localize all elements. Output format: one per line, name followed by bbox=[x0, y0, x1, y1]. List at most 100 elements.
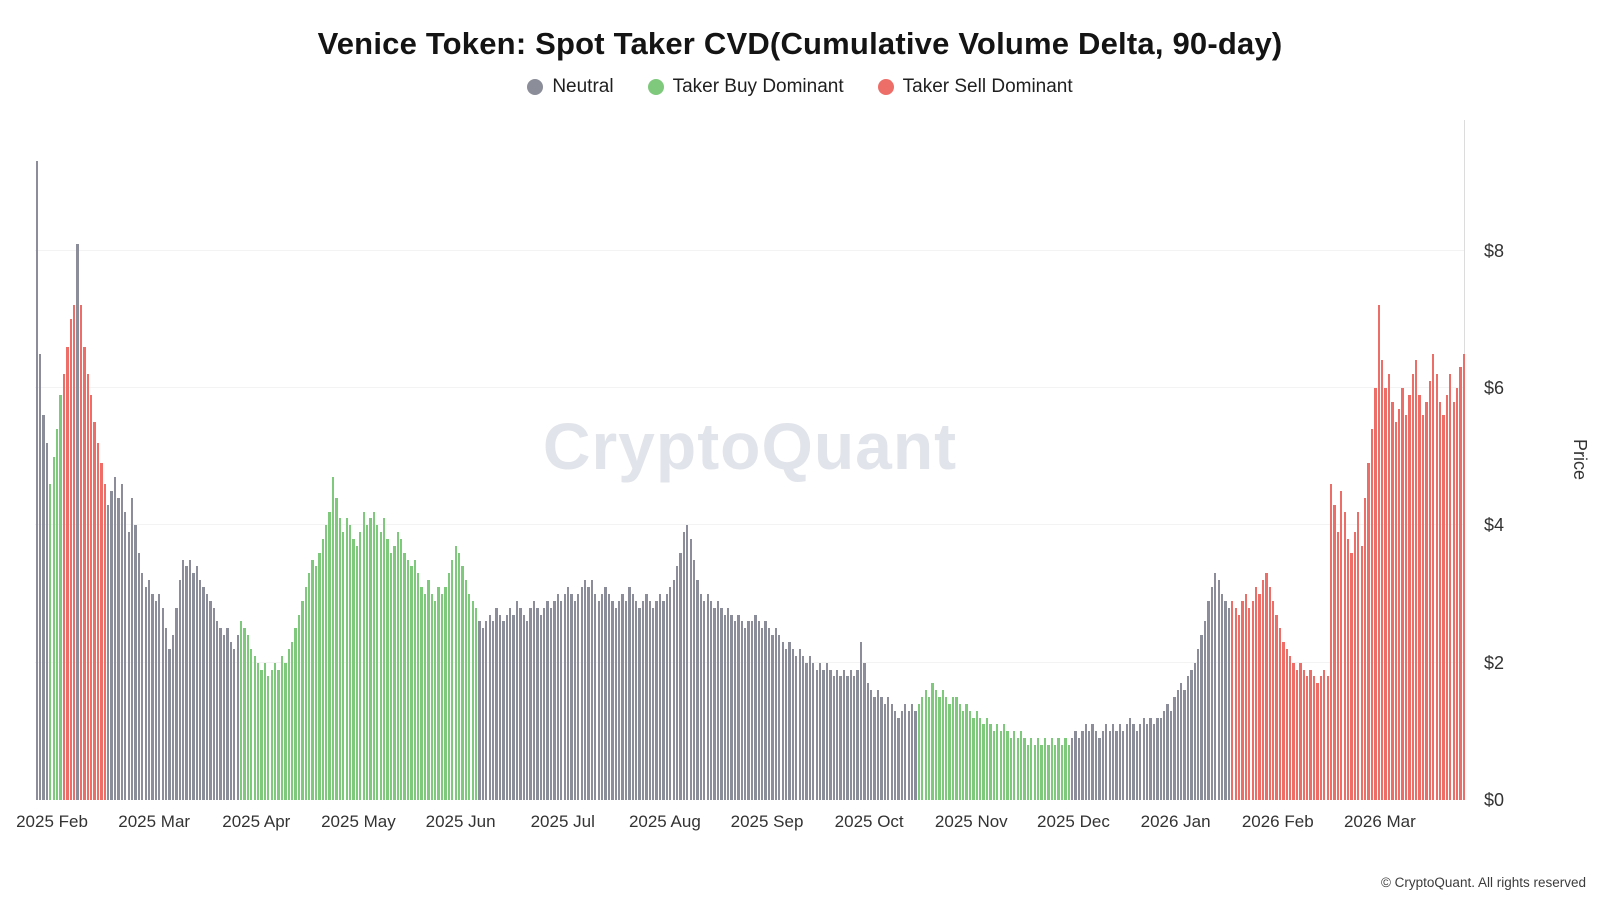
bar bbox=[1094, 731, 1098, 800]
bar bbox=[985, 717, 989, 800]
legend-label-neutral: Neutral bbox=[552, 76, 614, 97]
bar bbox=[205, 593, 209, 800]
bar bbox=[1435, 374, 1438, 800]
bar bbox=[679, 552, 682, 800]
bar bbox=[481, 628, 485, 800]
bars bbox=[35, 120, 1466, 800]
bar bbox=[137, 552, 141, 800]
bar bbox=[168, 648, 171, 800]
bar bbox=[321, 539, 324, 800]
bar bbox=[866, 683, 869, 800]
bar bbox=[1220, 593, 1224, 800]
bar bbox=[754, 614, 757, 800]
bar bbox=[781, 642, 784, 800]
bar bbox=[801, 655, 805, 800]
bar bbox=[355, 545, 359, 800]
bar bbox=[1398, 408, 1401, 800]
bar bbox=[1237, 614, 1241, 800]
bar bbox=[761, 628, 764, 800]
bar bbox=[1139, 724, 1142, 800]
x-axis-labels: 2025 Feb 2025 Mar 2025 Apr 2025 May 2025 Jun… bbox=[16, 812, 1465, 838]
bar bbox=[900, 710, 904, 800]
bar bbox=[672, 580, 675, 800]
bar bbox=[297, 614, 301, 800]
bar bbox=[233, 648, 236, 800]
bar bbox=[175, 607, 178, 800]
bar bbox=[1002, 724, 1006, 800]
bar bbox=[628, 587, 631, 800]
bar bbox=[1009, 738, 1013, 800]
bar bbox=[342, 532, 345, 800]
bar bbox=[311, 559, 314, 800]
bar bbox=[600, 593, 604, 800]
bar bbox=[972, 717, 975, 800]
bar bbox=[294, 628, 297, 800]
bar bbox=[1425, 401, 1428, 800]
bar bbox=[1217, 580, 1220, 800]
bar bbox=[791, 648, 795, 800]
bar bbox=[471, 600, 474, 800]
bar bbox=[277, 669, 280, 800]
bar bbox=[1326, 676, 1329, 800]
bar bbox=[66, 346, 69, 800]
legend-item-taker-buy[interactable]: Taker Buy Dominant bbox=[647, 76, 844, 98]
bar bbox=[1084, 724, 1087, 800]
bar bbox=[308, 573, 311, 800]
bar bbox=[202, 587, 205, 800]
bar bbox=[648, 600, 651, 800]
bar bbox=[338, 518, 342, 800]
bar bbox=[236, 635, 239, 800]
bar bbox=[304, 587, 307, 800]
bar bbox=[365, 525, 369, 800]
bar bbox=[948, 703, 951, 800]
legend-item-neutral[interactable]: Neutral bbox=[527, 76, 614, 98]
bar bbox=[815, 669, 818, 800]
bar bbox=[583, 580, 587, 800]
bar bbox=[171, 635, 175, 800]
bar bbox=[1367, 463, 1370, 800]
bar bbox=[893, 710, 897, 800]
bar bbox=[505, 614, 508, 800]
bar bbox=[239, 621, 243, 800]
legend-item-taker-sell[interactable]: Taker Sell Dominant bbox=[877, 76, 1073, 98]
legend: Neutral Taker Buy Dominant Taker Sell Do… bbox=[0, 76, 1600, 98]
bar bbox=[1295, 669, 1299, 800]
bar bbox=[440, 593, 444, 800]
bar bbox=[675, 566, 679, 800]
bar bbox=[655, 600, 658, 800]
copyright: © CryptoQuant. All rights reserved bbox=[1380, 875, 1586, 890]
bar bbox=[941, 690, 944, 800]
bar bbox=[107, 504, 110, 800]
bar bbox=[560, 600, 563, 800]
bar bbox=[563, 593, 566, 800]
bar bbox=[590, 580, 594, 800]
bar bbox=[1057, 738, 1060, 800]
bar bbox=[539, 614, 542, 800]
bar bbox=[795, 655, 798, 800]
bar bbox=[917, 703, 921, 800]
bar bbox=[682, 532, 686, 800]
bar bbox=[706, 593, 709, 800]
y-axis-labels: $0 $2 $4 $6 $8 bbox=[1478, 120, 1548, 810]
bar bbox=[318, 552, 321, 800]
bar bbox=[362, 511, 365, 800]
bar bbox=[788, 642, 791, 800]
bar bbox=[999, 731, 1002, 800]
bar bbox=[853, 676, 856, 800]
bar bbox=[730, 614, 733, 800]
bar bbox=[1357, 511, 1360, 800]
bar bbox=[1105, 724, 1108, 800]
bar bbox=[1214, 573, 1217, 800]
bar bbox=[451, 559, 454, 800]
bar bbox=[870, 690, 873, 800]
y-axis-title: Price bbox=[1570, 439, 1590, 481]
bar bbox=[526, 621, 529, 800]
bar bbox=[260, 669, 263, 800]
x-tick-label: 2025 May bbox=[321, 812, 396, 831]
bar bbox=[396, 532, 399, 800]
legend-label-taker-sell: Taker Sell Dominant bbox=[902, 76, 1073, 97]
bar bbox=[243, 628, 246, 800]
x-tick-label: 2025 Jul bbox=[530, 812, 595, 831]
bar bbox=[566, 587, 570, 800]
bar bbox=[280, 655, 284, 800]
